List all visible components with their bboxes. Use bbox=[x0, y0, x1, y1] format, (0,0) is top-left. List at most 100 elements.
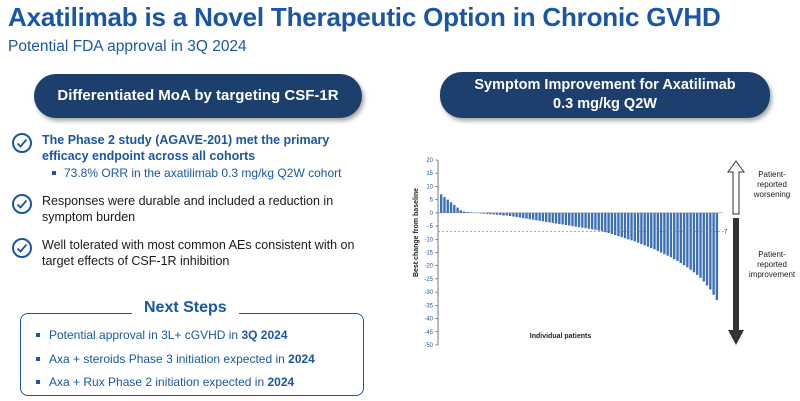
bar bbox=[515, 212, 518, 218]
bar bbox=[512, 212, 515, 217]
y-axis-label: Best change from baseline bbox=[413, 188, 420, 277]
square-bullet-icon bbox=[52, 170, 56, 175]
bar bbox=[659, 212, 663, 253]
bar bbox=[466, 212, 469, 213]
improvement-label: Patient-reported improvement bbox=[748, 250, 796, 279]
bar bbox=[554, 212, 558, 224]
bar bbox=[617, 212, 620, 237]
symptom-pill-line1: Symptom Improvement for Axatilimab bbox=[474, 77, 736, 93]
bar bbox=[564, 212, 568, 226]
bar bbox=[469, 212, 472, 213]
bar bbox=[633, 212, 637, 242]
bar bbox=[699, 212, 702, 278]
bar bbox=[650, 212, 653, 249]
bar bbox=[459, 210, 463, 213]
bar bbox=[712, 212, 715, 295]
bullet-tolerability: Well tolerated with most common AEs cons… bbox=[12, 237, 372, 269]
bar bbox=[548, 212, 551, 223]
bar bbox=[630, 212, 633, 241]
bars bbox=[440, 194, 719, 301]
bar bbox=[646, 212, 650, 247]
bar bbox=[446, 199, 449, 213]
y-axis: 20 15 10 5 0 -5 -10 -15 -20 -25 -30 -35 -40 -45 -50 bbox=[424, 158, 723, 349]
bar bbox=[600, 212, 604, 232]
bar bbox=[640, 212, 643, 245]
bar bbox=[689, 212, 692, 270]
bar bbox=[558, 212, 561, 224]
y-tick-label: -25 bbox=[424, 277, 433, 283]
bar bbox=[577, 212, 581, 228]
bar bbox=[594, 212, 597, 230]
bar bbox=[440, 194, 443, 213]
next-step-item: Axa + Rux Phase 2 initiation expected in… bbox=[36, 375, 294, 389]
bar bbox=[686, 212, 689, 268]
bar bbox=[590, 212, 594, 230]
bar bbox=[495, 212, 499, 215]
bar bbox=[505, 212, 509, 216]
bar bbox=[705, 212, 709, 286]
check-circle-icon bbox=[12, 194, 32, 214]
bar bbox=[610, 212, 614, 234]
square-bullet-icon bbox=[36, 379, 40, 384]
bar bbox=[449, 202, 453, 213]
bar bbox=[485, 212, 489, 214]
y-tick-label: -15 bbox=[424, 251, 433, 257]
bar bbox=[669, 212, 673, 258]
y-tick-label: 20 bbox=[426, 158, 433, 164]
bar bbox=[636, 212, 640, 243]
moa-pill: Differentiated MoA by targeting CSF-1R bbox=[34, 74, 362, 118]
bar bbox=[551, 212, 554, 223]
page-title: Axatilimab is a Novel Therapeutic Option… bbox=[8, 2, 721, 32]
bar bbox=[673, 212, 676, 260]
y-tick-label: -40 bbox=[424, 317, 433, 323]
bar bbox=[607, 212, 610, 233]
bar bbox=[453, 204, 456, 213]
y-tick-label: -45 bbox=[424, 330, 433, 336]
x-axis-label: Individual patients bbox=[530, 333, 592, 340]
bar bbox=[709, 212, 712, 290]
y-tick-label: 15 bbox=[426, 171, 433, 177]
bar bbox=[627, 212, 630, 240]
next-step-item: Axa + steroids Phase 3 initiation expect… bbox=[36, 352, 315, 366]
bar bbox=[538, 212, 541, 221]
y-tick-label: 5 bbox=[430, 198, 434, 204]
bar bbox=[508, 212, 512, 217]
bar bbox=[702, 212, 705, 282]
bar bbox=[525, 212, 528, 219]
bar bbox=[462, 211, 466, 213]
reference-line-label: -7 bbox=[722, 229, 728, 235]
direction-arrows bbox=[727, 160, 745, 345]
bullet-text: Well tolerated with most common AEs cons… bbox=[42, 238, 355, 268]
bar bbox=[545, 212, 548, 222]
bar bbox=[502, 212, 505, 216]
bar bbox=[531, 212, 535, 220]
bar bbox=[522, 212, 525, 219]
check-circle-icon bbox=[12, 238, 32, 258]
square-bullet-icon bbox=[36, 332, 40, 337]
waterfall-chart: 20 15 10 5 0 -5 -10 -15 -20 -25 -30 -35 -40 -45 -50 -7… bbox=[413, 158, 728, 349]
bar bbox=[518, 212, 522, 218]
next-steps-title: Next Steps bbox=[132, 299, 239, 317]
worsening-arrow-icon bbox=[727, 160, 745, 215]
bar bbox=[571, 212, 574, 227]
bar bbox=[584, 212, 587, 229]
bar bbox=[489, 212, 492, 215]
bar bbox=[479, 212, 482, 214]
bar bbox=[587, 212, 591, 229]
y-tick-label: -5 bbox=[428, 224, 434, 230]
bar bbox=[620, 212, 623, 238]
bar bbox=[613, 212, 617, 236]
bar bbox=[561, 212, 564, 225]
bar bbox=[482, 212, 486, 214]
bar bbox=[656, 212, 659, 251]
y-tick-label: -10 bbox=[424, 237, 433, 243]
bullet-primary-endpoint: The Phase 2 study (AGAVE-201) met the pr… bbox=[12, 132, 372, 181]
bar bbox=[597, 212, 600, 231]
check-circle-icon bbox=[12, 133, 32, 153]
bar bbox=[604, 212, 607, 233]
bar bbox=[443, 197, 446, 213]
bullet-text: The Phase 2 study (AGAVE-201) met the pr… bbox=[42, 133, 330, 163]
bar bbox=[528, 212, 531, 220]
y-tick-label: 0 bbox=[430, 211, 434, 217]
y-tick-label: -50 bbox=[424, 343, 433, 349]
